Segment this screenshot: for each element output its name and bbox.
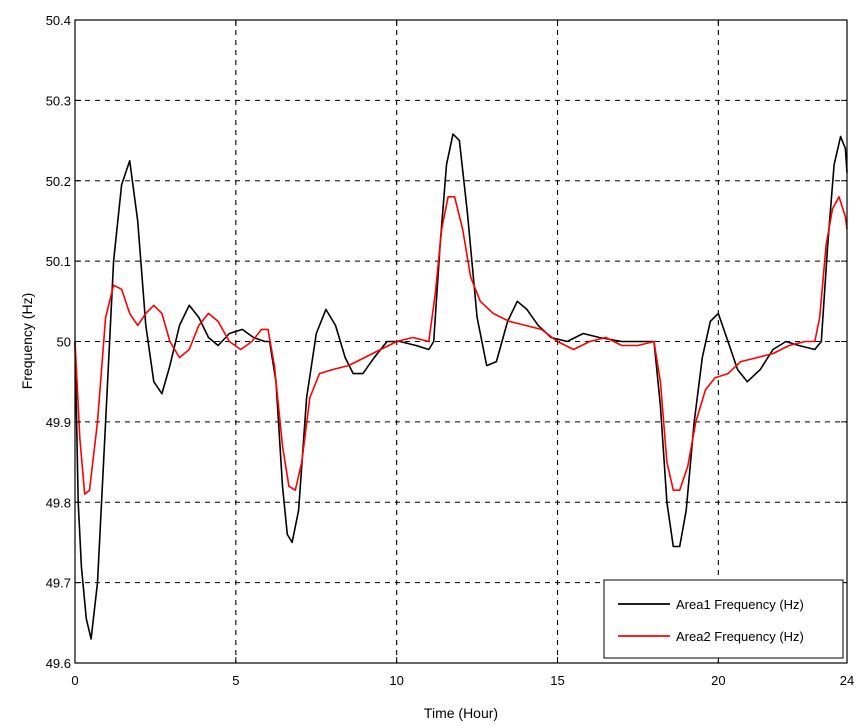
legend-label-area2: Area2 Frequency (Hz) xyxy=(676,629,804,644)
y-axis-label: Frequency (Hz) xyxy=(19,293,35,389)
ticks: 0 5 10 15 20 24 49.6 49.7 49.8 49.9 50 50.1 50.2 50.3… xyxy=(46,13,855,688)
plot-area xyxy=(75,20,847,663)
x-tick-label: 0 xyxy=(71,673,78,688)
y-tick-label: 50.1 xyxy=(46,254,71,269)
y-tick-label: 50.3 xyxy=(46,93,71,108)
x-tick-label: 5 xyxy=(232,673,239,688)
x-axis-label: Time (Hour) xyxy=(424,705,498,721)
y-tick-label: 49.8 xyxy=(46,495,71,510)
x-tick-label: 24 xyxy=(840,673,854,688)
y-tick-label: 49.9 xyxy=(46,415,71,430)
y-tick-label: 49.6 xyxy=(46,656,71,671)
x-tick-label: 15 xyxy=(550,673,564,688)
y-tick-label: 50 xyxy=(57,335,71,350)
legend: Area1 Frequency (Hz) Area2 Frequency (Hz) xyxy=(603,579,844,659)
legend-box xyxy=(603,579,844,659)
series-line-area1 xyxy=(74,133,848,640)
y-tick-label: 49.7 xyxy=(46,576,71,591)
y-tick-label: 50.2 xyxy=(46,174,71,189)
y-tick-label: 50.4 xyxy=(46,13,71,28)
series-layer xyxy=(74,133,848,640)
legend-label-area1: Area1 Frequency (Hz) xyxy=(676,597,804,612)
x-tick-label: 10 xyxy=(389,673,403,688)
series-line-area2 xyxy=(74,196,848,496)
x-tick-label: 20 xyxy=(711,673,725,688)
